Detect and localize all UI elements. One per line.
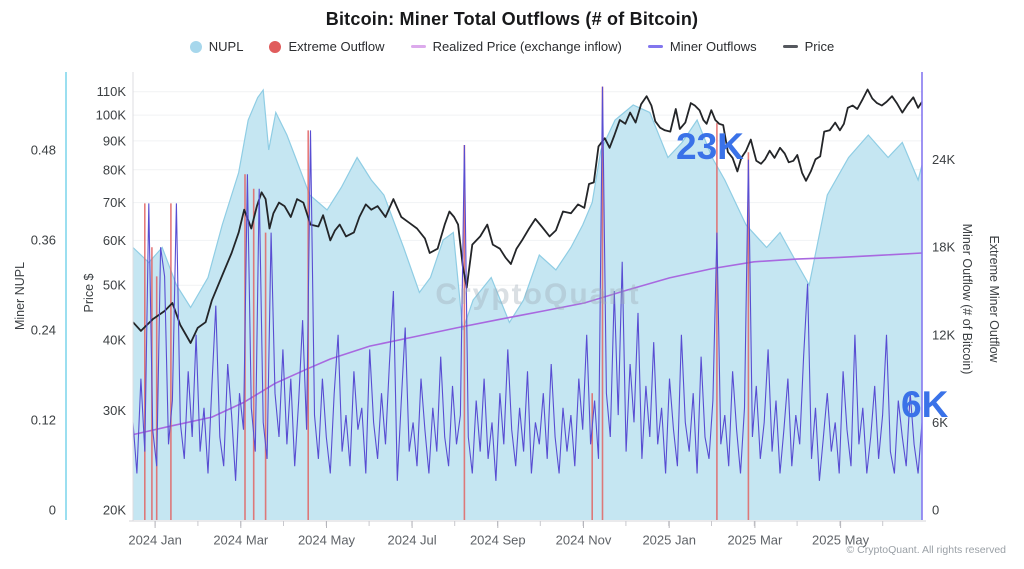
price-tick-label: 90K — [103, 133, 126, 148]
extreme-outflow-dot-swatch-icon — [269, 40, 282, 53]
legend-item-realized-price[interactable]: Realized Price (exchange inflow) — [410, 39, 622, 54]
legend-item-extreme-outflow[interactable]: Extreme Outflow — [269, 39, 385, 54]
y-axis-title-extreme-miner-outflow: Extreme Miner Outflow — [987, 235, 1001, 363]
price-tick-label: 100K — [96, 108, 127, 123]
legend: NUPL Extreme Outflow Realized Price (exc… — [0, 39, 1024, 54]
legend-item-price[interactable]: Price — [782, 39, 835, 54]
outflow-tick-label: 0 — [932, 503, 939, 518]
miner-outflows-line-swatch-icon — [647, 45, 663, 48]
x-tick-label: 2025 Mar — [727, 533, 783, 548]
x-tick-label: 2024 Nov — [556, 533, 612, 548]
y-axis-title-price: Price $ — [82, 273, 96, 313]
nupl-area — [133, 90, 922, 520]
price-tick-label: 30K — [103, 403, 126, 418]
nupl-tick-label: 0.48 — [31, 143, 56, 158]
nupl-tick-label: 0.12 — [31, 413, 56, 428]
outflow-tick-label: 12K — [932, 327, 955, 342]
outflow-tick-label: 24K — [932, 152, 955, 167]
nupl-tick-label: 0.24 — [31, 323, 56, 338]
price-tick-label: 50K — [103, 278, 126, 293]
realized-price-line-swatch-icon — [410, 45, 426, 48]
legend-item-miner-outflows[interactable]: Miner Outflows — [647, 39, 757, 54]
nupl-tick-label: 0.36 — [31, 233, 56, 248]
legend-label-nupl: NUPL — [208, 39, 244, 54]
y-axis-title-miner-nupl: Miner NUPL — [13, 261, 27, 331]
price-tick-label: 80K — [103, 162, 126, 177]
x-tick-label: 2025 Jan — [642, 533, 696, 548]
y-axis-title-miner-outflow: Miner Outflow (# of Bitcoin) — [960, 223, 974, 375]
outflow-tick-label: 6K — [932, 415, 948, 430]
price-tick-label: 110K — [97, 84, 127, 99]
chart-title: Bitcoin: Miner Total Outflows (# of Bitc… — [325, 9, 699, 29]
x-tick-label: 2024 Mar — [213, 533, 269, 548]
price-tick-label: 60K — [103, 233, 126, 248]
x-tick-label: 2024 May — [298, 533, 356, 548]
price-tick-label: 20K — [103, 503, 126, 518]
copyright-notice: © CryptoQuant. All rights reserved — [846, 544, 1006, 556]
price-tick-label: 40K — [103, 332, 126, 347]
legend-label-realized-price: Realized Price (exchange inflow) — [432, 39, 622, 54]
nupl-tick-label: 0 — [49, 503, 56, 518]
x-tick-label: 2024 Jan — [128, 533, 182, 548]
nupl-area-edge — [132, 88, 923, 331]
annotation-23k: 23K — [676, 126, 744, 167]
outflow-tick-label: 18K — [932, 240, 955, 255]
x-tick-label: 2024 Sep — [470, 533, 526, 548]
price-line-swatch-icon — [782, 45, 798, 48]
legend-label-price: Price — [804, 39, 835, 54]
x-tick-label: 2025 May — [812, 533, 870, 548]
price-tick-label: 70K — [103, 195, 126, 210]
legend-label-extreme-outflow: Extreme Outflow — [288, 39, 385, 54]
x-tick-label: 2024 Jul — [388, 533, 437, 548]
annotation-6k: 6K — [901, 384, 949, 425]
price-line — [132, 88, 923, 344]
miner-outflows-line — [132, 86, 923, 481]
nupl-dot-swatch-icon — [189, 40, 202, 53]
legend-item-nupl[interactable]: NUPL — [189, 39, 244, 54]
legend-label-miner-outflows: Miner Outflows — [669, 39, 757, 54]
